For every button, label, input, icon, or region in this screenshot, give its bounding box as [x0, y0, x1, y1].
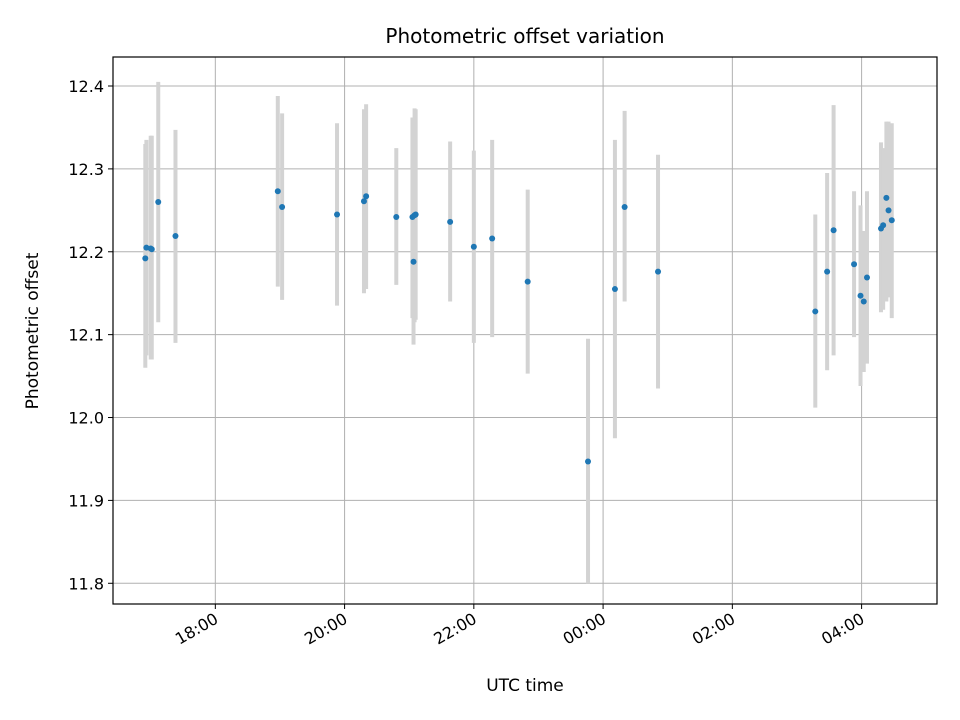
data-point [148, 246, 155, 253]
data-point [489, 235, 496, 242]
data-point [447, 218, 454, 225]
y-tick-label: 11.9 [68, 491, 104, 510]
chart-title: Photometric offset variation [385, 24, 664, 48]
data-point [888, 217, 895, 224]
data-point [885, 207, 892, 214]
data-point [824, 268, 831, 275]
data-point [393, 213, 400, 220]
data-point [142, 255, 149, 262]
data-point [279, 204, 286, 211]
data-point [812, 308, 819, 315]
data-point [274, 188, 281, 195]
data-point [621, 204, 628, 211]
data-point [585, 458, 592, 465]
y-tick-label: 12.1 [68, 326, 104, 345]
data-point [412, 211, 419, 218]
data-point [655, 268, 662, 275]
data-point [470, 243, 477, 250]
data-points [142, 188, 895, 465]
y-tick-label: 12.0 [68, 409, 104, 428]
data-point [860, 298, 867, 305]
y-tick-label: 12.4 [68, 77, 104, 96]
data-point [172, 233, 179, 240]
data-point [863, 274, 870, 281]
data-point [880, 222, 887, 229]
x-axis-label: UTC time [486, 676, 564, 696]
y-tick-label: 11.8 [68, 574, 104, 593]
data-point [410, 258, 417, 265]
data-point [611, 286, 618, 293]
data-point [360, 198, 367, 205]
data-point [883, 194, 890, 201]
y-tick-label: 12.2 [68, 243, 104, 262]
data-point [857, 292, 864, 299]
data-point [155, 199, 162, 206]
plot-frame [112, 56, 938, 605]
data-point [363, 193, 370, 200]
y-axis-ticks: 11.8 11.9 12.0 12.1 12.2 12.3 12.4 [68, 77, 113, 593]
data-point [851, 261, 858, 268]
data-point [830, 227, 837, 234]
y-axis-label: Photometric offset [23, 252, 43, 409]
y-tick-label: 12.3 [68, 160, 104, 179]
data-point [524, 278, 531, 285]
data-point [334, 211, 341, 218]
